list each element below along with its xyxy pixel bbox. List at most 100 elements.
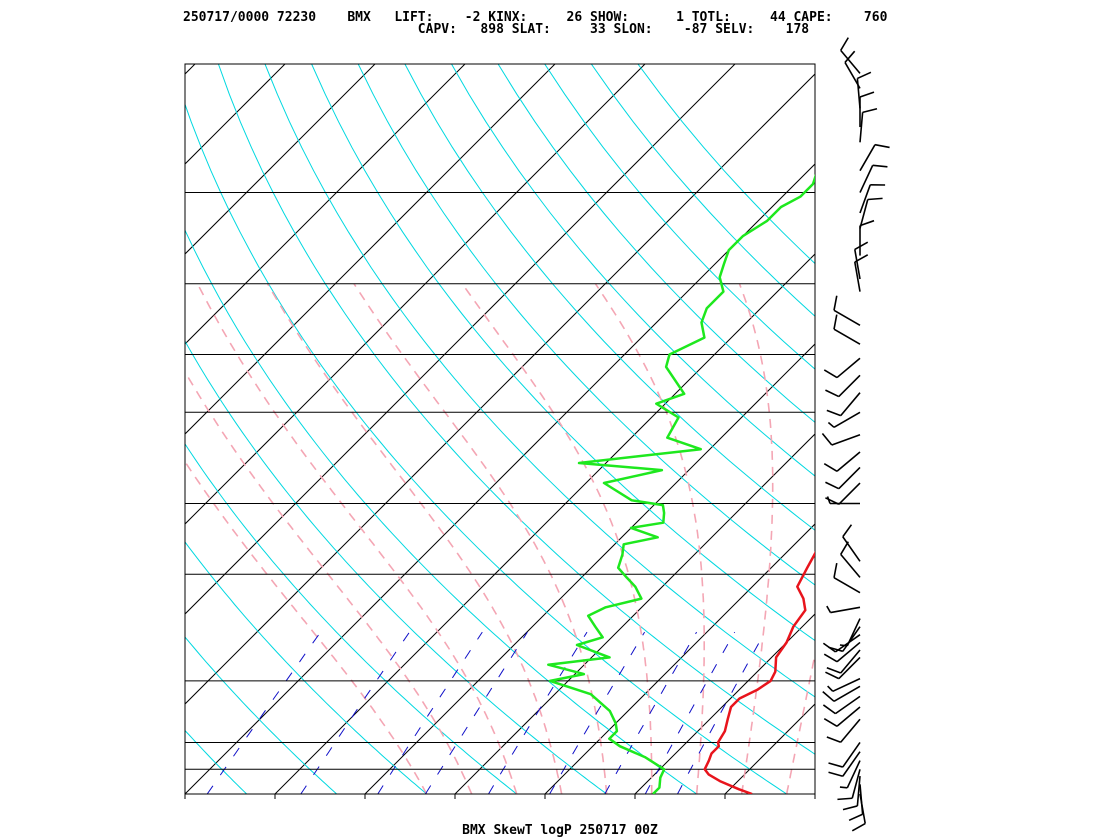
wind-barb-full-feather	[833, 295, 838, 311]
wind-barb	[822, 695, 861, 715]
wind-barb-full-feather	[862, 107, 878, 114]
isotherm-line	[364, 343, 815, 794]
wind-barb-staff	[836, 641, 861, 663]
wind-barb	[823, 641, 861, 663]
wind-barb-staff	[840, 649, 861, 674]
wind-barb	[823, 706, 861, 727]
isotherm-line	[185, 73, 815, 705]
wind-barb-staff	[851, 769, 861, 799]
wind-barb-staff	[842, 751, 861, 777]
wind-barb-half-feather	[827, 685, 834, 692]
isotherm-line	[185, 64, 646, 525]
wind-barb	[827, 411, 861, 428]
wind-barb-full-feather	[826, 409, 841, 417]
wind-barb	[828, 751, 861, 778]
isotherm-line	[185, 64, 376, 255]
wind-barb-full-feather	[822, 691, 835, 702]
wind-barb-staff	[846, 760, 861, 789]
mixing-ratio-line	[206, 631, 322, 794]
isotherm-line	[634, 613, 815, 794]
wind-barb-staff	[831, 433, 861, 446]
moist-adiabat-line	[738, 283, 774, 794]
wind-barb-staff	[859, 144, 876, 172]
wind-barb-full-feather	[825, 389, 840, 398]
mixing-ratio-line	[604, 631, 698, 794]
wind-barb	[823, 451, 861, 472]
wind-barb	[825, 482, 861, 505]
dry-adiabat-line	[497, 64, 815, 424]
wind-barb	[826, 649, 861, 674]
wind-barb-full-feather	[872, 164, 888, 168]
wind-barb-full-feather	[867, 197, 883, 201]
isotherm-line	[185, 64, 286, 165]
wind-barb-half-feather	[827, 421, 835, 428]
wind-barb-staff	[832, 677, 861, 693]
wind-barb	[826, 605, 861, 614]
mixing-ratio-line	[644, 631, 736, 794]
wind-barb-staff	[836, 357, 861, 379]
wind-barb	[839, 760, 861, 789]
moist-adiabat-line	[185, 370, 473, 794]
wind-barb-staff	[838, 656, 861, 680]
dry-adiabat-line	[185, 443, 518, 794]
chart-title: BMX SkewT logP 250717 00Z	[462, 823, 658, 838]
wind-barb-staff	[846, 618, 861, 647]
isotherm-line	[274, 253, 815, 794]
wind-barb	[856, 71, 872, 109]
mixing-ratio-line	[377, 631, 483, 794]
wind-barb-staff	[833, 411, 861, 428]
wind-barb-full-feather	[851, 822, 866, 832]
wind-barb-full-feather	[874, 143, 890, 149]
dry-adiabat-line	[311, 64, 815, 642]
wind-barb-staff	[840, 553, 861, 578]
wind-barb-full-feather	[844, 50, 856, 63]
wind-barb-staff	[844, 62, 861, 89]
wind-barb	[825, 656, 861, 680]
isotherm-line	[814, 793, 815, 794]
wind-barb-staff	[859, 199, 869, 229]
wind-barb	[859, 107, 878, 143]
wind-barb-full-feather	[823, 369, 838, 379]
header-line-1: 250717/0000 72230 BMX LIFT: -2 KINX: 26 …	[183, 10, 888, 25]
wind-barb	[821, 433, 861, 446]
wind-barb-full-feather	[826, 667, 841, 674]
mixing-ratio-line	[677, 631, 766, 794]
mixing-ratio-line	[549, 631, 646, 794]
wind-barb	[844, 50, 861, 89]
dry-adiabat-line	[637, 64, 815, 265]
wind-barb-staff	[838, 482, 861, 505]
wind-barb-full-feather	[821, 433, 833, 446]
wind-barb	[822, 634, 861, 653]
wind-barb	[828, 742, 861, 768]
plot-border	[184, 63, 816, 795]
wind-barb	[823, 357, 861, 379]
wind-barb-full-feather	[840, 37, 849, 51]
mixing-ratio-line	[300, 631, 410, 794]
wind-barb	[848, 784, 864, 822]
wind-barb	[859, 197, 883, 229]
wind-barb	[859, 164, 888, 193]
dry-adiabat-line	[357, 64, 815, 586]
wind-barb-full-feather	[822, 704, 836, 715]
wind-barb-staff	[842, 742, 861, 768]
wind-barb-full-feather	[828, 762, 844, 768]
wind-barb	[859, 219, 875, 256]
wind-barb-staff	[840, 392, 861, 417]
wind-barb-full-feather	[859, 219, 875, 227]
moist-adiabat-line	[196, 283, 518, 794]
moist-adiabat-line	[877, 284, 1035, 794]
wind-barb-staff	[842, 626, 861, 652]
wind-barb-full-feather	[833, 314, 838, 330]
wind-barb	[825, 466, 861, 490]
wind-barb-staff	[833, 577, 861, 594]
wind-barb-staff	[859, 184, 872, 214]
dry-adiabat-line	[185, 229, 697, 794]
wind-barb-staff	[834, 695, 861, 715]
wind-barb-half-feather	[826, 605, 832, 613]
wind-barb-staff	[859, 165, 874, 193]
wind-barb-full-feather	[837, 797, 853, 801]
wind-barb-full-feather	[833, 562, 838, 578]
sounding-profiles	[547, 173, 815, 794]
wind-barb	[833, 562, 861, 594]
dewpoint-profile-line	[547, 173, 815, 794]
